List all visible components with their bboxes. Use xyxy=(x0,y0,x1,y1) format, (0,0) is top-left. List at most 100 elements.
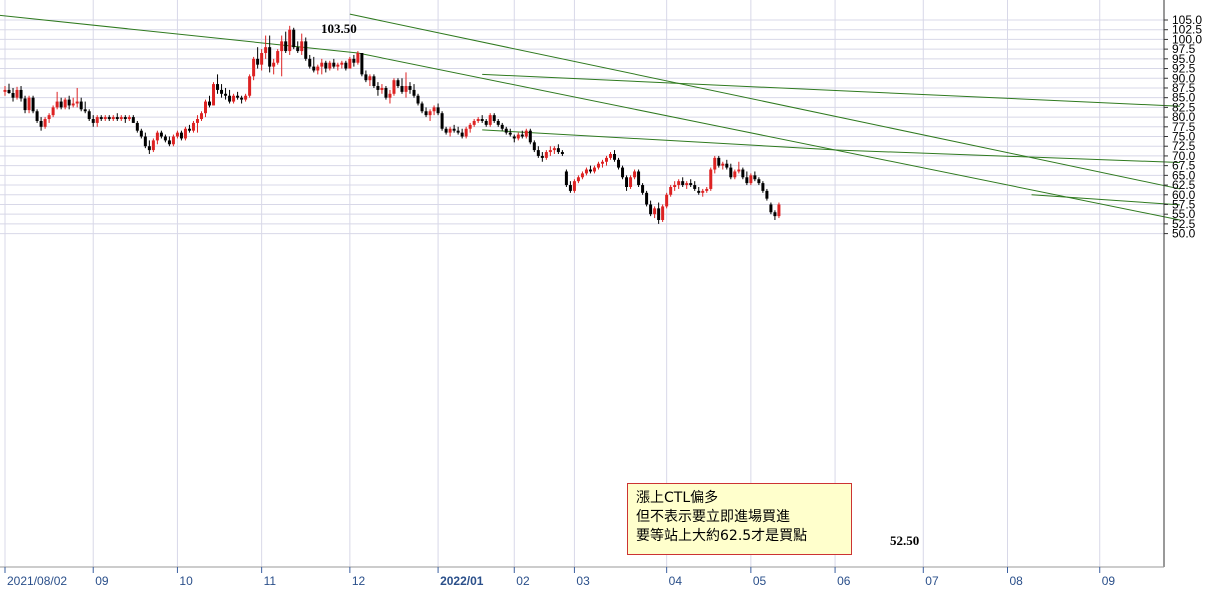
candle-body xyxy=(348,58,352,69)
candle-body xyxy=(79,101,83,110)
y-tick-label: 97.5 xyxy=(1172,42,1196,56)
y-tick-label: 67.5 xyxy=(1172,159,1196,173)
y-tick-label: 77.5 xyxy=(1172,120,1196,134)
candle-body xyxy=(568,185,572,191)
candle-body xyxy=(572,181,576,191)
candle-body xyxy=(496,120,500,125)
candle-body xyxy=(71,103,75,106)
candle-body xyxy=(392,80,396,94)
candle-body xyxy=(504,128,508,133)
y-tick-label: 72.5 xyxy=(1172,139,1196,153)
candle-body xyxy=(127,117,131,120)
x-tick-label: 04 xyxy=(669,574,683,588)
candle-body xyxy=(272,62,276,67)
y-tick-label: 92.5 xyxy=(1172,62,1196,76)
candle-body xyxy=(709,169,713,189)
candle-body xyxy=(236,95,240,98)
candle-body xyxy=(452,128,456,131)
candle-body xyxy=(400,86,404,92)
candle-body xyxy=(544,152,548,158)
candle-body xyxy=(55,101,59,108)
y-tick-label: 87.5 xyxy=(1172,81,1196,95)
trendline xyxy=(0,14,358,54)
candle-body xyxy=(115,117,119,120)
candle-body xyxy=(613,153,617,160)
y-tick-label: 65.0 xyxy=(1172,168,1196,182)
candle-body xyxy=(224,93,228,96)
candle-body xyxy=(83,109,87,112)
candle-body xyxy=(500,124,504,129)
y-tick-label: 70.0 xyxy=(1172,149,1196,163)
candle-body xyxy=(252,58,256,77)
candle-body xyxy=(621,167,625,178)
candle-body xyxy=(163,136,167,141)
candle-body xyxy=(673,185,677,187)
candle-body xyxy=(179,132,183,139)
candle-body xyxy=(753,175,757,180)
candle-body xyxy=(212,84,216,106)
candle-body xyxy=(284,41,288,52)
candle-body xyxy=(420,103,424,112)
candle-body xyxy=(244,95,248,100)
candle-body xyxy=(388,93,392,98)
candle-body xyxy=(536,150,540,156)
y-tick-label: 105.0 xyxy=(1172,13,1202,27)
candle-body xyxy=(320,62,324,67)
candle-body xyxy=(412,89,416,96)
candle-body xyxy=(151,140,155,151)
x-tick-label: 2022/01 xyxy=(440,574,484,588)
candle-body xyxy=(384,87,388,98)
candle-body xyxy=(75,101,79,104)
candle-body xyxy=(520,134,524,137)
y-tick-label: 80.0 xyxy=(1172,110,1196,124)
candle-body xyxy=(448,128,452,133)
y-tick-label: 57.5 xyxy=(1172,197,1196,211)
x-tick-label: 06 xyxy=(837,574,851,588)
x-tick-label: 03 xyxy=(576,574,590,588)
candle-body xyxy=(292,29,296,48)
candle-body xyxy=(280,41,284,52)
candle-body xyxy=(324,62,328,69)
trendlines xyxy=(0,13,1181,221)
x-tick-label: 09 xyxy=(1102,574,1116,588)
candle-body xyxy=(677,181,681,186)
candle-body xyxy=(609,153,613,158)
candle-body xyxy=(131,117,135,123)
candle-body xyxy=(135,122,139,131)
candle-body xyxy=(460,132,464,137)
high-annotation: 103.50 xyxy=(321,21,357,36)
y-tick-label: 62.5 xyxy=(1172,178,1196,192)
x-tick-label: 2021/08/02 xyxy=(7,574,67,588)
candle-body xyxy=(705,188,709,191)
candle-body xyxy=(143,136,147,147)
candle-body xyxy=(288,29,292,52)
candle-body xyxy=(721,163,725,166)
candle-body xyxy=(336,64,340,67)
y-tick-label: 90.0 xyxy=(1172,71,1196,85)
candle-body xyxy=(328,62,332,69)
candle-body xyxy=(47,115,51,120)
y-tick-label: 100.0 xyxy=(1172,32,1202,46)
candle-body xyxy=(171,136,175,145)
candle-body xyxy=(123,117,127,120)
candle-body xyxy=(107,117,111,120)
y-tick-label: 95.0 xyxy=(1172,52,1196,66)
x-tick-label: 02 xyxy=(516,574,530,588)
candle-body xyxy=(584,169,588,174)
candle-body xyxy=(596,163,600,168)
x-axis: 2021/08/02 09 10 11 12 2022/01 02 03 04 05 06 07 08 0… xyxy=(4,567,1116,588)
candle-body xyxy=(661,206,665,221)
candle-body xyxy=(717,157,721,166)
candle-body xyxy=(332,62,336,67)
annotation-box: 漲上CTL偏多 但不表示要立即進場買進 要等站上大約62.5才是買點 xyxy=(627,483,852,555)
candle-body xyxy=(617,159,621,168)
candle-body xyxy=(508,132,512,135)
candle-body xyxy=(540,155,544,158)
candle-body xyxy=(199,113,203,120)
annotation-line-3: 要等站上大約62.5才是買點 xyxy=(636,528,808,544)
y-tick-label: 102.5 xyxy=(1172,23,1202,37)
candle-body xyxy=(31,97,35,112)
candle-body xyxy=(697,190,701,193)
